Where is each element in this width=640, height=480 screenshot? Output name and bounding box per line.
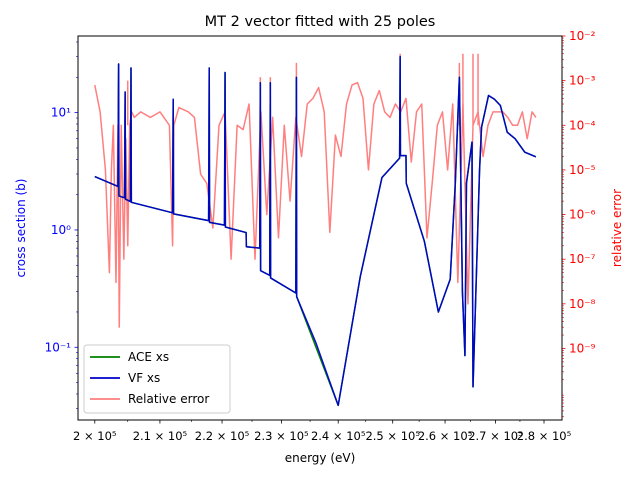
y-right-tick-label: 10⁻⁶	[569, 208, 596, 222]
y-right-tick-label: 10⁻⁴	[569, 118, 596, 132]
plot-frame	[77, 35, 563, 421]
legend-label-error: Relative error	[128, 392, 209, 406]
x-tick-label: 2.6 × 10⁵	[418, 429, 473, 443]
y-right-tick-label: 10⁻⁵	[569, 163, 596, 177]
axes: 2 × 10⁵ 2.1 × 10⁵ 2.2 × 10⁵ 2.3 × 10⁵ 2.4 × …	[45, 29, 596, 443]
y-right-tick-label: 10⁻⁷	[569, 252, 596, 266]
x-tick-label: 2.3 × 10⁵	[254, 429, 309, 443]
legend-label-ace: ACE xs	[128, 350, 169, 364]
y-left-tick-label: 10⁰	[51, 223, 71, 237]
x-tick-label: 2 × 10⁵	[73, 429, 117, 443]
x-tick-label: 2.7 × 10⁵	[468, 429, 523, 443]
y-right-tick-label: 10⁻⁹	[569, 341, 596, 355]
x-tick-label: 2.2 × 10⁵	[195, 429, 250, 443]
y-left-tick-label: 10⁻¹	[45, 340, 72, 354]
x-tick-label: 2.8 × 10⁵	[517, 429, 572, 443]
x-tick-label: 2.4 × 10⁵	[311, 429, 366, 443]
x-tick-label: 2.1 × 10⁵	[133, 429, 188, 443]
legend-box	[83, 344, 231, 414]
legend: ACE xs VF xs Relative error	[83, 344, 231, 414]
chart-title: MT 2 vector fitted with 25 poles	[205, 14, 436, 30]
x-axis-label: energy (eV)	[285, 451, 356, 465]
y-axis-right-label: relative error	[610, 189, 624, 267]
legend-label-vf: VF xs	[128, 371, 160, 385]
relative-error-line	[94, 81, 537, 328]
vf-xs-line	[94, 55, 537, 407]
y-right-tick-label: 10⁻³	[569, 74, 596, 88]
x-tick-label: 2.5 × 10⁵	[365, 429, 420, 443]
y-left-tick-label: 10¹	[51, 106, 71, 120]
plot-area	[94, 53, 537, 407]
y-right-tick-label: 10⁻⁸	[569, 297, 596, 311]
y-axis-left-label: cross section (b)	[14, 179, 28, 278]
y-right-tick-label: 10⁻²	[569, 29, 596, 43]
